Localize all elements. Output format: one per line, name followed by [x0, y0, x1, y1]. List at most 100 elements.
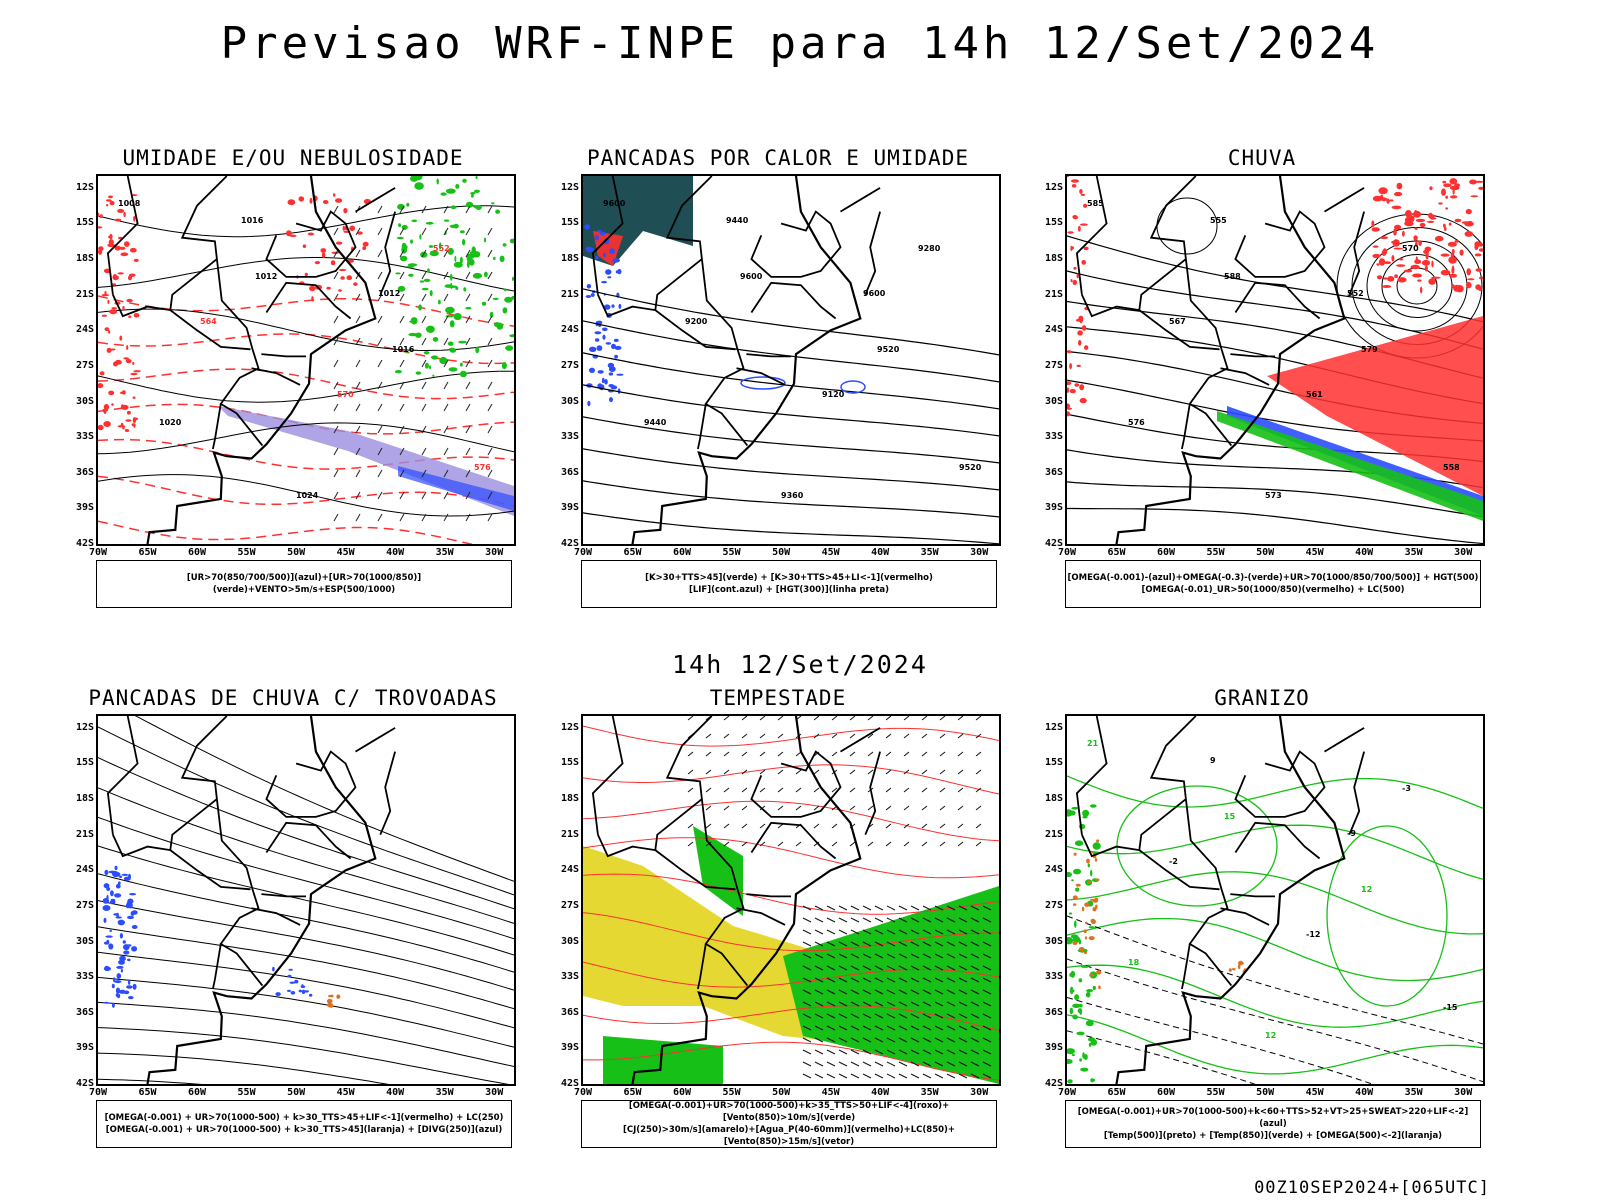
- shaded-cell: [1419, 222, 1426, 228]
- wind-vector: [741, 733, 748, 739]
- shaded-cell: [613, 338, 619, 342]
- shaded-cell: [1396, 264, 1406, 267]
- wind-vector: [910, 965, 920, 971]
- wind-vector: [826, 1049, 836, 1055]
- shaded-cell: [460, 230, 465, 234]
- lon-tick-label: 40W: [871, 1087, 890, 1098]
- wind-vector: [795, 841, 802, 847]
- pressure-contour: [98, 422, 514, 455]
- shaded-cell: [109, 900, 113, 905]
- lat-tick-label: 36S: [1044, 1006, 1063, 1018]
- lat-tick-label: 15S: [560, 217, 579, 229]
- wind-vector: [465, 469, 471, 478]
- shaded-cell: [449, 224, 458, 228]
- shaded-cell: [1068, 912, 1073, 915]
- streamline: [583, 764, 999, 795]
- wind-vector: [355, 491, 361, 500]
- wind-vector: [377, 227, 383, 236]
- shaded-cell: [129, 893, 137, 896]
- lat-tick-label: 39S: [75, 1042, 94, 1054]
- wind-vector: [826, 1073, 836, 1079]
- shaded-region: [1267, 316, 1483, 496]
- shaded-cell: [410, 176, 418, 182]
- shaded-cell: [127, 915, 134, 920]
- shaded-cell: [502, 307, 508, 314]
- wind-vector: [705, 841, 712, 847]
- lat-tick-label: 39S: [560, 502, 579, 514]
- border-line: [840, 727, 881, 753]
- lon-tick-label: 50W: [772, 1087, 791, 1098]
- legend-line: [CJ(250)>30m/s](amarelo)+[Agua_P(40-60mm…: [622, 1125, 956, 1147]
- wind-vector: [465, 381, 471, 390]
- wind-vector: [910, 917, 920, 923]
- shaded-cell: [1378, 187, 1388, 195]
- shaded-cell: [429, 250, 439, 257]
- wind-vector: [975, 751, 982, 757]
- shaded-cell: [126, 298, 133, 303]
- wind-vector: [910, 929, 920, 935]
- shaded-cell: [287, 974, 292, 978]
- shaded-cell: [126, 985, 133, 989]
- wind-vector: [465, 249, 471, 258]
- contour-label: 9: [1210, 756, 1216, 765]
- wind-vector: [687, 841, 694, 847]
- shaded-cell: [326, 998, 333, 1004]
- shaded-cell: [1418, 240, 1422, 246]
- lon-tick-label: 30W: [485, 1087, 504, 1098]
- shaded-cell: [1475, 284, 1482, 290]
- shaded-cell: [459, 370, 467, 378]
- wind-vector: [898, 929, 908, 935]
- wind-vector: [903, 841, 910, 847]
- lat-tick-label: 36S: [560, 466, 579, 478]
- contour-label: -9: [1347, 829, 1356, 838]
- shaded-cell: [1079, 189, 1083, 194]
- lon-tick-label: 50W: [1256, 1087, 1275, 1098]
- shaded-cell: [601, 280, 607, 284]
- shaded-cell: [320, 248, 327, 253]
- wind-vector: [898, 977, 908, 983]
- shaded-cell: [286, 230, 292, 237]
- shaded-cell: [1479, 276, 1483, 280]
- wind-vector: [777, 769, 784, 775]
- wind-vector: [862, 1001, 872, 1007]
- lon-tick-label: 45W: [821, 1087, 840, 1098]
- wind-vector: [377, 337, 383, 346]
- shaded-cell: [1067, 407, 1072, 410]
- wind-vector: [399, 293, 405, 302]
- shaded-cell: [98, 226, 103, 229]
- border-line: [736, 907, 786, 926]
- wind-vector: [886, 977, 896, 983]
- lon-tick-label: 50W: [287, 1087, 306, 1098]
- wind-vector: [831, 787, 838, 793]
- shaded-cell: [501, 362, 507, 370]
- border-line: [261, 353, 306, 358]
- contour-label: 9440: [644, 418, 667, 427]
- shaded-cell: [298, 989, 302, 993]
- wind-vector: [777, 823, 784, 829]
- wind-vector: [421, 337, 427, 346]
- shaded-cell: [448, 285, 458, 288]
- shaded-cell: [309, 993, 313, 997]
- wind-vector: [802, 929, 812, 935]
- lon-tick-label: 70W: [88, 1087, 108, 1098]
- wind-vector: [885, 769, 892, 775]
- shaded-cell: [504, 296, 513, 303]
- wind-vector: [922, 1037, 932, 1043]
- lat-tick-label: 30S: [1044, 935, 1063, 947]
- shaded-cell: [132, 396, 136, 399]
- wind-vector: [874, 965, 884, 971]
- shaded-cell: [604, 379, 608, 385]
- wind-vector: [934, 929, 944, 935]
- wind-vector: [759, 733, 766, 739]
- shaded-cell: [1085, 936, 1087, 940]
- temp850-contour: [1067, 1014, 1483, 1075]
- wind-vector: [377, 249, 383, 258]
- lon-tick-label: 55W: [722, 1087, 741, 1098]
- shaded-cell: [116, 912, 119, 918]
- panel-umidade: UMIDADE E/OU NEBULOSIDADE 1008 1012 1016 102…: [58, 146, 528, 626]
- shaded-cell: [1067, 809, 1073, 817]
- wind-vector: [443, 227, 449, 236]
- wind-vector: [910, 989, 920, 995]
- wind-vector: [958, 1001, 968, 1007]
- shaded-cell: [1421, 259, 1431, 266]
